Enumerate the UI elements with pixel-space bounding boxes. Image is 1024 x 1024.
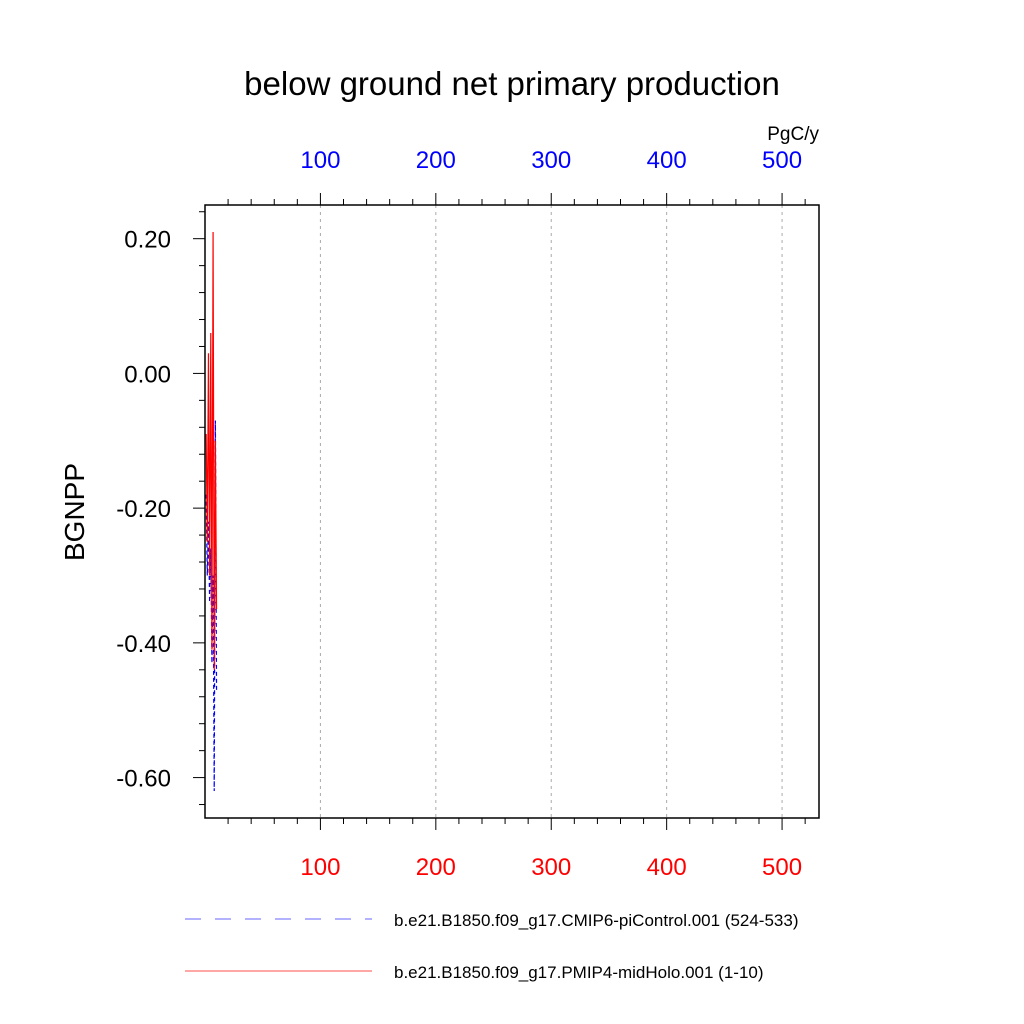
y-tick-label: 0.20 xyxy=(124,227,171,254)
y-tick-label: -0.20 xyxy=(116,496,171,523)
series-lines xyxy=(205,231,218,792)
axis-ticks xyxy=(193,193,806,830)
top-x-tick-label: 100 xyxy=(300,147,340,174)
legend: b.e21.B1850.f09_g17.CMIP6-piControl.001 … xyxy=(185,911,799,982)
series-line-2 xyxy=(205,231,218,670)
series-line-1 xyxy=(205,420,218,792)
grid xyxy=(319,205,783,818)
top-x-tick-label: 400 xyxy=(647,147,687,174)
y-tick-label: -0.40 xyxy=(116,631,171,658)
bottom-x-tick-label: 100 xyxy=(300,854,340,881)
y-tick-label: -0.60 xyxy=(116,766,171,793)
bottom-x-tick-label: 300 xyxy=(531,854,571,881)
legend-label-2: b.e21.B1850.f09_g17.PMIP4-midHolo.001 (1… xyxy=(394,963,764,982)
bottom-x-tick-label: 500 xyxy=(762,854,802,881)
bottom-x-tick-labels: 100 200 300 400 500 xyxy=(300,854,802,881)
top-x-tick-label: 300 xyxy=(531,147,571,174)
bottom-x-tick-label: 400 xyxy=(647,854,687,881)
top-x-tick-labels: 100 200 300 400 500 xyxy=(300,147,802,174)
bottom-x-tick-label: 200 xyxy=(416,854,456,881)
top-x-tick-label: 200 xyxy=(416,147,456,174)
legend-label-1: b.e21.B1850.f09_g17.CMIP6-piControl.001 … xyxy=(394,911,799,930)
plot-frame xyxy=(204,204,820,819)
units-label: PgC/y xyxy=(767,124,819,145)
y-axis-label: BGNPP xyxy=(59,463,90,561)
y-tick-label: 0.00 xyxy=(124,361,171,388)
y-tick-labels: 0.20 0.00 -0.20 -0.40 -0.60 xyxy=(116,227,171,793)
top-x-tick-label: 500 xyxy=(762,147,802,174)
chart-title: below ground net primary production xyxy=(244,65,780,102)
